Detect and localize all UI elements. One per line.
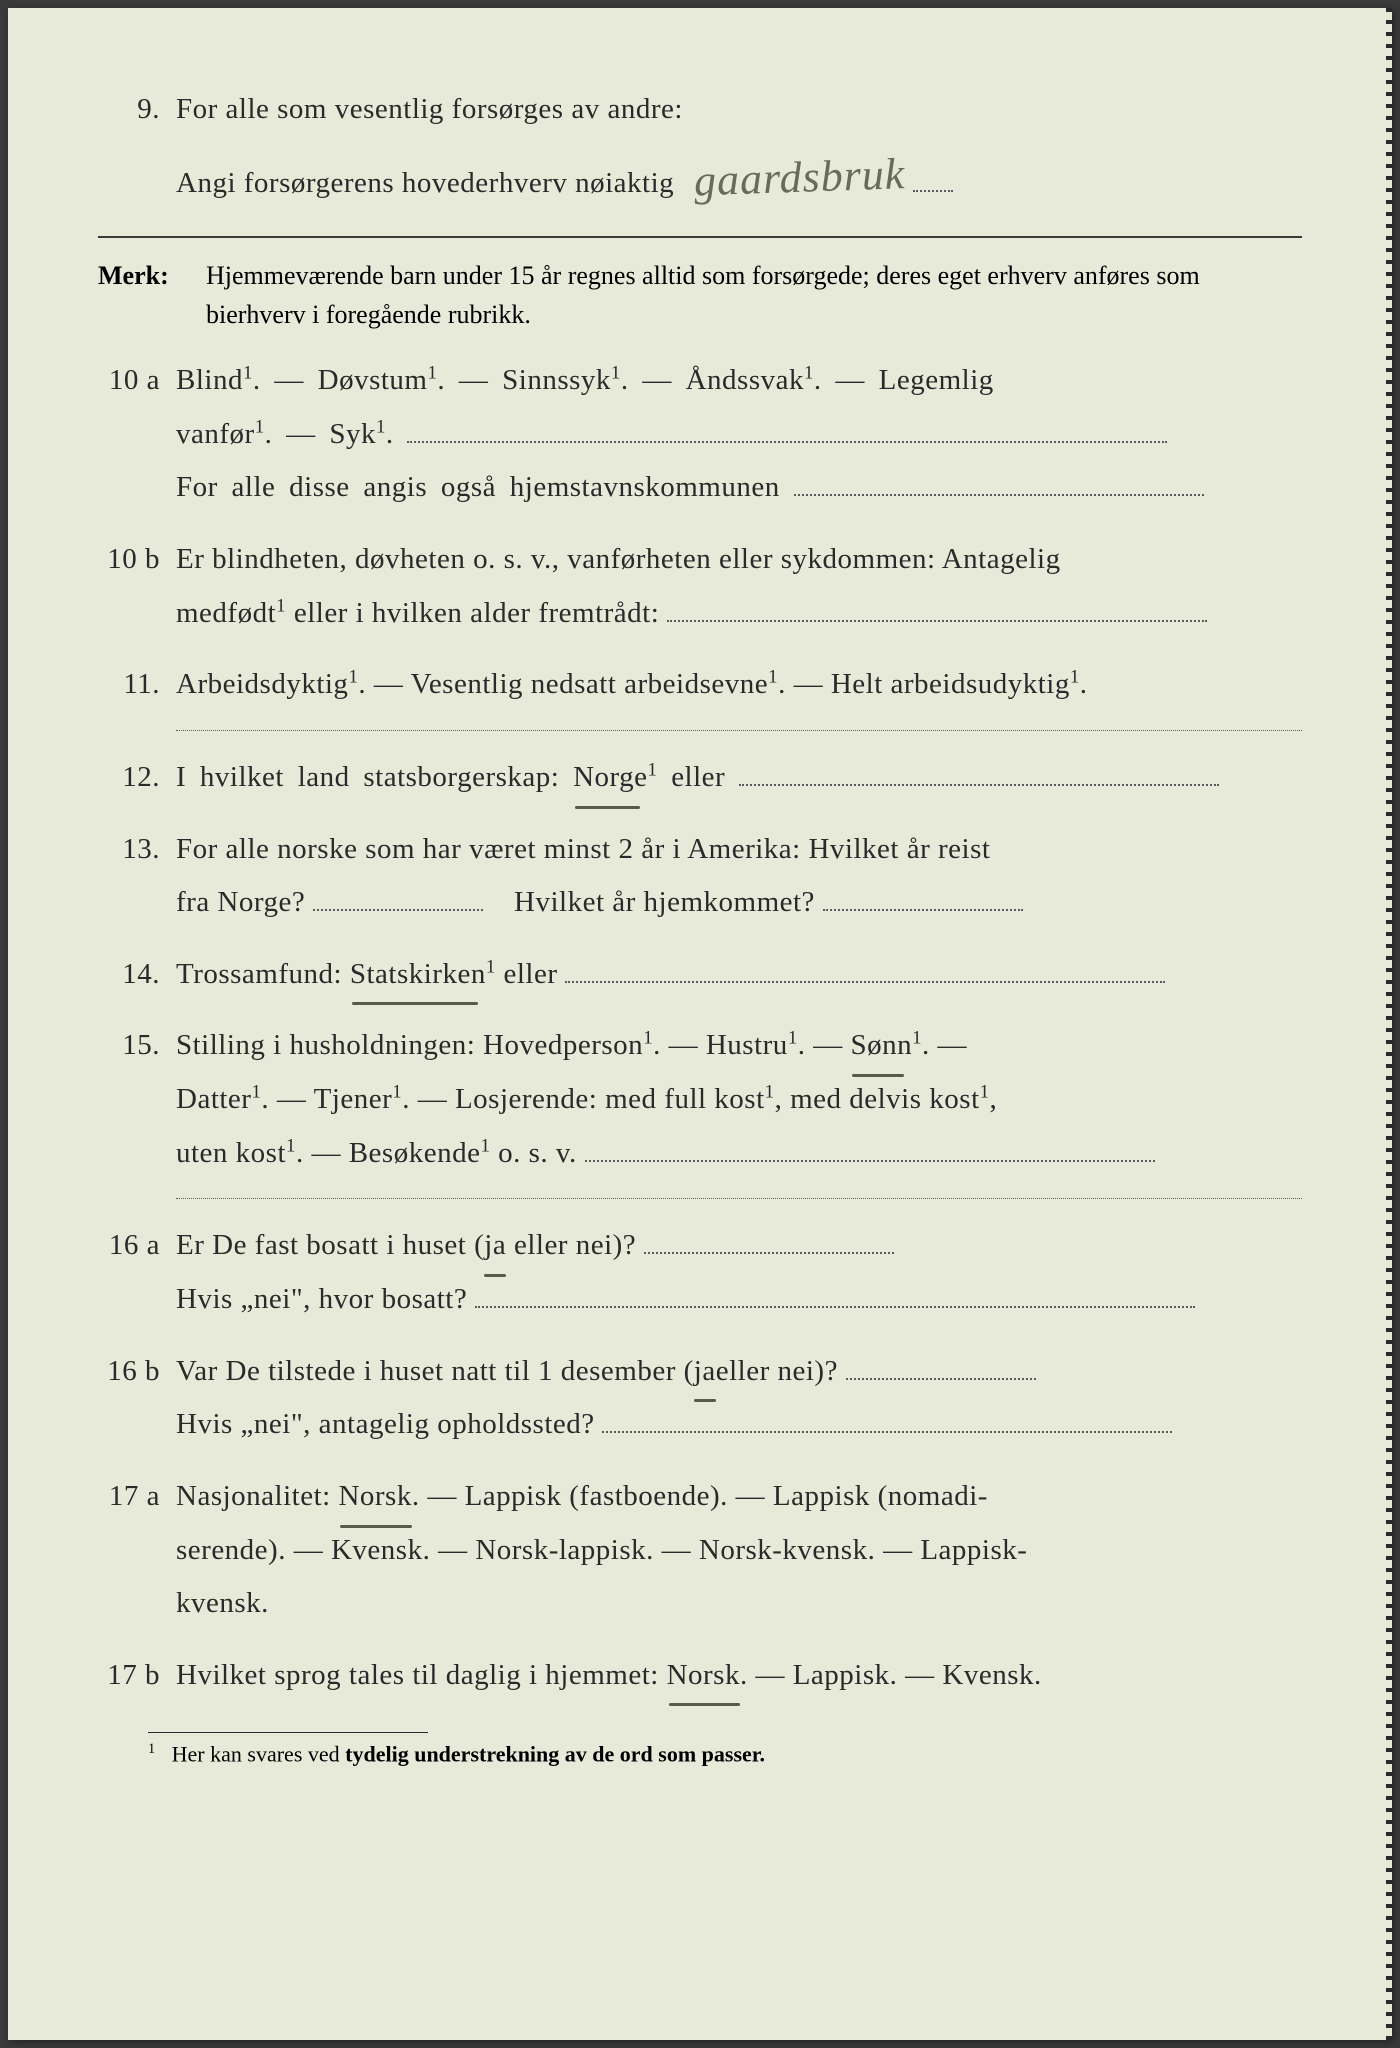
q13-number: 13.	[98, 823, 176, 930]
q17b-content: Hvilket sprog tales til daglig i hjemmet…	[176, 1649, 1302, 1703]
q10b-number: 10 b	[98, 533, 176, 640]
q11-number: 11.	[98, 658, 176, 712]
q17a-content: Nasjonalitet: Norsk. — Lappisk (fastboen…	[176, 1470, 1302, 1631]
footnote-rule	[148, 1732, 428, 1733]
q15-number: 15.	[98, 1019, 176, 1180]
question-10a: 10 a Blind1. — Døvstum1. — Sinnssyk1. — …	[98, 354, 1302, 515]
q17a-line2: serende). — Kvensk. — Norsk-lappisk. — N…	[176, 1524, 1302, 1578]
q16a-line1: Er De fast bosatt i huset (ja eller nei)…	[176, 1219, 1302, 1273]
q15-line3: uten kost1. — Besøkende1 o. s. v.	[176, 1127, 1302, 1181]
q10a-line2: vanfør1. — Syk1.	[176, 408, 1302, 462]
q17a-line1: Nasjonalitet: Norsk. — Lappisk (fastboen…	[176, 1470, 1302, 1524]
question-9: 9. For alle som vesentlig forsørges av a…	[98, 83, 1302, 218]
q9-number: 9.	[98, 83, 176, 218]
q10b-line2: medfødt1 eller i hvilken alder fremtrådt…	[176, 587, 1302, 641]
merk-note: Merk: Hjemmeværende barn under 15 år reg…	[98, 256, 1302, 334]
q15-line2: Datter1. — Tjener1. — Losjerende: med fu…	[176, 1073, 1302, 1127]
census-form-page: 9. For alle som vesentlig forsørges av a…	[8, 8, 1392, 2040]
question-16b: 16 b Var De tilstede i huset natt til 1 …	[98, 1345, 1302, 1452]
q14-number: 14.	[98, 948, 176, 1002]
question-17a: 17 a Nasjonalitet: Norsk. — Lappisk (fas…	[98, 1470, 1302, 1631]
merk-label: Merk:	[98, 256, 206, 334]
question-10b: 10 b Er blindheten, døvheten o. s. v., v…	[98, 533, 1302, 640]
q9-content: For alle som vesentlig forsørges av andr…	[176, 83, 1302, 218]
q11-content: Arbeidsdyktig1. — Vesentlig nedsatt arbe…	[176, 658, 1302, 712]
q10b-content: Er blindheten, døvheten o. s. v., vanfør…	[176, 533, 1302, 640]
merk-text: Hjemmeværende barn under 15 år regnes al…	[206, 256, 1302, 334]
q12-norge-underlined: Norge	[573, 751, 647, 805]
question-15: 15. Stilling i husholdningen: Hovedperso…	[98, 1019, 1302, 1180]
q10a-line1: Blind1. — Døvstum1. — Sinnssyk1. — Åndss…	[176, 354, 1302, 408]
q12-content: I hvilket land statsborgerskap: Norge1 e…	[176, 751, 1302, 805]
q10a-line3: For alle disse angis også hjemstavnskomm…	[176, 461, 1302, 515]
q15-sonn-underlined: Sønn	[850, 1019, 912, 1073]
q15-content: Stilling i husholdningen: Hovedperson1. …	[176, 1019, 1302, 1180]
question-13: 13. For alle norske som har været minst …	[98, 823, 1302, 930]
q16a-ja-underlined: ja	[484, 1219, 506, 1273]
q13-line1: For alle norske som har været minst 2 år…	[176, 823, 1302, 877]
q12-number: 12.	[98, 751, 176, 805]
q16b-line2: Hvis „nei", antagelig opholdssted?	[176, 1398, 1302, 1452]
question-12: 12. I hvilket land statsborgerskap: Norg…	[98, 751, 1302, 805]
q10a-number: 10 a	[98, 354, 176, 515]
q9-handwritten-answer: gaardsbruk	[681, 133, 907, 222]
q17a-norsk-underlined: Norsk.	[338, 1470, 419, 1524]
q17b-number: 17 b	[98, 1649, 176, 1703]
q9-line1: For alle som vesentlig forsørges av andr…	[176, 83, 1302, 137]
divider	[98, 236, 1302, 238]
q16a-content: Er De fast bosatt i huset (ja eller nei)…	[176, 1219, 1302, 1326]
q17a-line3: kvensk.	[176, 1577, 1302, 1631]
q17b-norsk-underlined: Norsk.	[667, 1649, 748, 1703]
q14-statskirken-underlined: Statskirken	[350, 948, 486, 1002]
q10b-line1: Er blindheten, døvheten o. s. v., vanfør…	[176, 533, 1302, 587]
question-14: 14. Trossamfund: Statskirken1 eller	[98, 948, 1302, 1002]
dotted-divider	[176, 730, 1302, 731]
question-17b: 17 b Hvilket sprog tales til daglig i hj…	[98, 1649, 1302, 1703]
q17a-number: 17 a	[98, 1470, 176, 1631]
q9-line2: Angi forsørgerens hovederhverv nøiaktig …	[176, 137, 1302, 218]
q15-line1: Stilling i husholdningen: Hovedperson1. …	[176, 1019, 1302, 1073]
q16b-number: 16 b	[98, 1345, 176, 1452]
q16a-number: 16 a	[98, 1219, 176, 1326]
q16b-ja-underlined: ja	[694, 1345, 716, 1399]
q14-content: Trossamfund: Statskirken1 eller	[176, 948, 1302, 1002]
q13-line2: fra Norge? Hvilket år hjemkommet?	[176, 876, 1302, 930]
q16b-content: Var De tilstede i huset natt til 1 desem…	[176, 1345, 1302, 1452]
q13-content: For alle norske som har været minst 2 år…	[176, 823, 1302, 930]
question-16a: 16 a Er De fast bosatt i huset (ja eller…	[98, 1219, 1302, 1326]
footnote: 1 Her kan svares ved tydelig understrekn…	[98, 1741, 1302, 1767]
q16a-line2: Hvis „nei", hvor bosatt?	[176, 1273, 1302, 1327]
q16b-line1: Var De tilstede i huset natt til 1 desem…	[176, 1345, 1302, 1399]
question-11: 11. Arbeidsdyktig1. — Vesentlig nedsatt …	[98, 658, 1302, 712]
dotted-divider-2	[176, 1198, 1302, 1199]
q10a-content: Blind1. — Døvstum1. — Sinnssyk1. — Åndss…	[176, 354, 1302, 515]
